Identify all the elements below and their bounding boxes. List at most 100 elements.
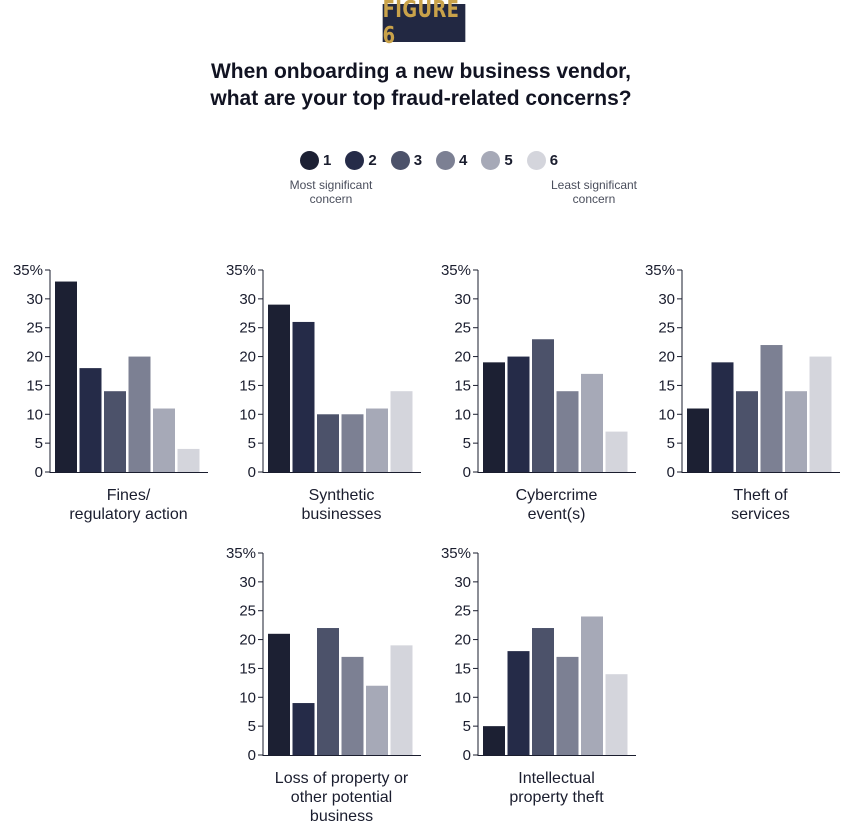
chart-category-label: regulatory action: [69, 506, 187, 523]
y-tick-label: 35%: [645, 262, 675, 279]
legend-swatch-2: [345, 150, 365, 170]
bar-rank-4: [341, 656, 364, 755]
bar-rank-6: [390, 645, 413, 755]
bar-rank-2: [79, 368, 102, 472]
chart-category-label: Cybercrime: [516, 487, 598, 504]
y-tick-label: 35%: [226, 262, 256, 279]
y-tick-label: 15: [658, 377, 675, 394]
y-tick-label: 15: [239, 377, 256, 394]
y-tick-label: 15: [454, 660, 471, 677]
y-tick-label: 20: [454, 349, 471, 366]
legend-note-most: Most significant concern: [289, 178, 373, 206]
bar-rank-3: [532, 339, 554, 472]
y-tick-label: 25: [658, 320, 675, 337]
y-tick-label: 15: [454, 377, 471, 394]
legend-swatch-3: [390, 150, 410, 170]
legend-item-3: 3: [390, 150, 423, 170]
bar-rank-2: [711, 362, 734, 472]
chart-category-label: businesses: [301, 506, 381, 523]
y-tick-label: 5: [248, 435, 256, 452]
y-tick-label: 10: [454, 689, 471, 706]
y-tick-label: 15: [239, 660, 256, 677]
bar-rank-5: [581, 616, 603, 755]
bar-rank-5: [366, 408, 388, 472]
title-line-1: When onboarding a new business vendor,: [210, 60, 632, 83]
y-tick-label: 5: [667, 435, 675, 452]
y-tick-label: 30: [239, 574, 256, 591]
y-tick-label: 35%: [441, 262, 471, 279]
y-tick-label: 20: [658, 349, 675, 366]
y-tick-label: 30: [658, 291, 675, 308]
y-tick-label: 35%: [13, 262, 43, 279]
y-tick-label: 0: [463, 747, 471, 764]
y-tick-label: 10: [239, 406, 256, 423]
bar-rank-4: [128, 356, 151, 472]
legend-item-4: 4: [436, 150, 468, 170]
bar-rank-5: [153, 408, 175, 472]
bar-rank-2: [292, 703, 315, 755]
bar-rank-4: [556, 391, 579, 472]
y-tick-label: 25: [239, 320, 256, 337]
y-tick-label: 5: [463, 435, 471, 452]
chart-category-label: event(s): [528, 506, 586, 523]
y-tick-label: 25: [454, 320, 471, 337]
bar-rank-1: [483, 362, 505, 472]
legend-item-1: 1: [300, 150, 331, 170]
y-tick-label: 20: [239, 349, 256, 366]
bar-rank-2: [507, 651, 530, 755]
bar-rank-6: [177, 448, 200, 472]
y-tick-label: 10: [454, 406, 471, 423]
y-tick-label: 30: [239, 291, 256, 308]
legend-label-5: 5: [504, 151, 513, 169]
bar-rank-3: [317, 628, 339, 755]
title-line-2: what are your top fraud-related concerns…: [210, 87, 632, 110]
legend-label-3: 3: [413, 151, 423, 169]
y-tick-label: 30: [454, 291, 471, 308]
chart-category-label: services: [731, 506, 790, 523]
bar-rank-4: [341, 414, 364, 472]
bar-rank-1: [268, 304, 290, 472]
y-tick-label: 0: [35, 464, 43, 481]
legend-item-6: 6: [526, 150, 559, 170]
chart-title: When onboarding a new business vendor, w…: [0, 58, 842, 112]
legend-item-2: 2: [345, 150, 377, 170]
bar-rank-2: [292, 321, 315, 472]
chart-category-label: Theft of: [733, 487, 788, 504]
legend-swatch-1: [300, 150, 319, 170]
legend-label-6: 6: [549, 151, 559, 169]
bar-rank-5: [785, 391, 807, 472]
y-tick-label: 0: [463, 464, 471, 481]
bar-rank-5: [581, 373, 603, 472]
legend-label-4: 4: [459, 151, 468, 169]
y-tick-label: 5: [248, 718, 256, 735]
bar-rank-1: [268, 633, 290, 755]
legend: 1 2 3 4 5 6: [300, 148, 572, 172]
y-tick-label: 10: [239, 689, 256, 706]
y-tick-label: 5: [35, 435, 43, 452]
chart-category-label: Loss of property or: [275, 770, 409, 787]
legend-note-least: Least significant concern: [550, 178, 638, 206]
chart-category-label: other potential: [291, 789, 392, 806]
bar-rank-2: [507, 356, 530, 472]
legend-swatch-4: [436, 150, 456, 170]
y-tick-label: 35%: [441, 545, 471, 562]
chart-category-label: Fines/: [107, 487, 151, 504]
bar-rank-3: [317, 414, 339, 472]
bar-rank-1: [687, 408, 709, 472]
chart-category-label: Intellectual: [518, 770, 595, 787]
y-tick-label: 0: [248, 747, 256, 764]
y-tick-label: 25: [239, 603, 256, 620]
bar-rank-6: [390, 391, 413, 472]
legend-label-2: 2: [368, 151, 377, 169]
bar-rank-6: [605, 674, 628, 755]
y-tick-label: 5: [463, 718, 471, 735]
bar-rank-3: [736, 391, 758, 472]
bar-rank-1: [55, 281, 77, 472]
bar-rank-6: [809, 356, 832, 472]
y-tick-label: 20: [26, 349, 43, 366]
bar-rank-3: [104, 391, 126, 472]
y-tick-label: 25: [454, 603, 471, 620]
legend-swatch-5: [481, 150, 501, 170]
y-tick-label: 0: [248, 464, 256, 481]
